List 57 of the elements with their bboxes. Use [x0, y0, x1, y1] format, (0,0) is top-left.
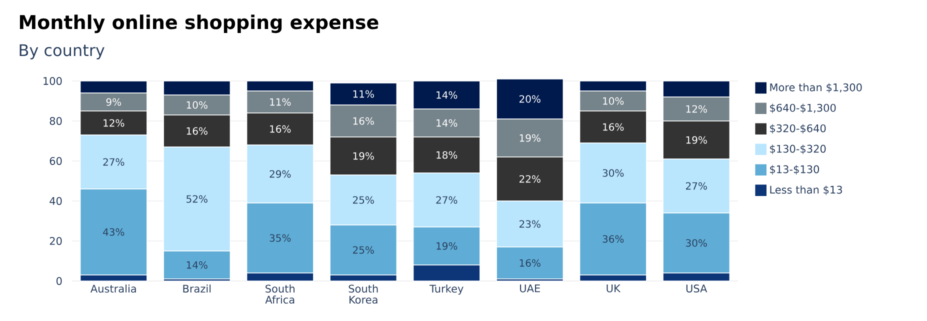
data-label: 52%	[186, 195, 208, 203]
x-tick-label: Brazil	[183, 284, 211, 293]
x-tick-label: Turkey	[430, 284, 464, 295]
data-label: 20%	[519, 95, 540, 103]
data-label: 12%	[104, 119, 124, 127]
legend-label: $640-$1,300	[770, 104, 836, 114]
y-tick-label: 100	[44, 77, 62, 85]
data-label: 14%	[436, 91, 458, 99]
x-tick-label: USA	[686, 284, 708, 292]
data-label: 18%	[436, 151, 458, 159]
data-label: 19%	[520, 134, 540, 142]
data-label: 25%	[353, 196, 374, 204]
data-label: 16%	[603, 123, 624, 131]
x-tick-label: UK	[606, 284, 621, 292]
x-tick-label: Australia	[90, 284, 136, 293]
data-label: 11%	[353, 90, 374, 98]
y-tick-label: 60	[50, 157, 62, 165]
legend-label: $130-$320	[770, 144, 826, 154]
data-label: 14%	[186, 261, 208, 269]
x-tick-label: UAE	[520, 284, 540, 292]
data-label: 23%	[519, 220, 540, 228]
chart-title: Monthly online shopping expense	[20, 14, 378, 34]
data-label: 10%	[186, 101, 208, 109]
data-label: 16%	[353, 117, 374, 125]
x-tick-label: South Africa	[265, 284, 294, 304]
data-label: 35%	[270, 234, 291, 242]
data-label: 30%	[686, 239, 707, 247]
data-label: 12%	[686, 105, 707, 113]
y-tick-label: 0	[56, 277, 62, 285]
data-label: 25%	[353, 246, 374, 254]
data-label: 29%	[270, 170, 291, 178]
data-label: 14%	[436, 119, 458, 127]
data-label: 10%	[603, 97, 624, 105]
data-label: 43%	[103, 228, 124, 236]
legend-label: $320-$640	[770, 124, 826, 134]
data-label: 27%	[686, 182, 707, 190]
data-label: 11%	[270, 98, 291, 106]
data-label: 19%	[436, 242, 458, 250]
data-label: 22%	[519, 175, 540, 183]
legend-label: More than $1,300	[770, 83, 862, 93]
x-tick-label: South Korea	[348, 284, 378, 304]
data-label: 30%	[602, 169, 624, 177]
data-label: 27%	[103, 158, 124, 166]
data-label: 19%	[353, 152, 374, 160]
data-label: 36%	[602, 235, 624, 243]
legend-label: Less than $13	[770, 186, 842, 196]
y-tick-label: 80	[50, 117, 62, 125]
chart-subtitle: By country	[20, 44, 104, 60]
legend-label: $13-$130	[770, 165, 820, 175]
data-label: 27%	[436, 196, 458, 204]
data-label: 16%	[186, 127, 208, 135]
data-label: 9%	[106, 98, 122, 106]
y-tick-label: 40	[50, 197, 62, 205]
data-label: 16%	[270, 125, 291, 133]
data-label: 19%	[686, 136, 707, 144]
y-tick-label: 20	[50, 237, 62, 245]
data-label: 16%	[520, 259, 540, 267]
